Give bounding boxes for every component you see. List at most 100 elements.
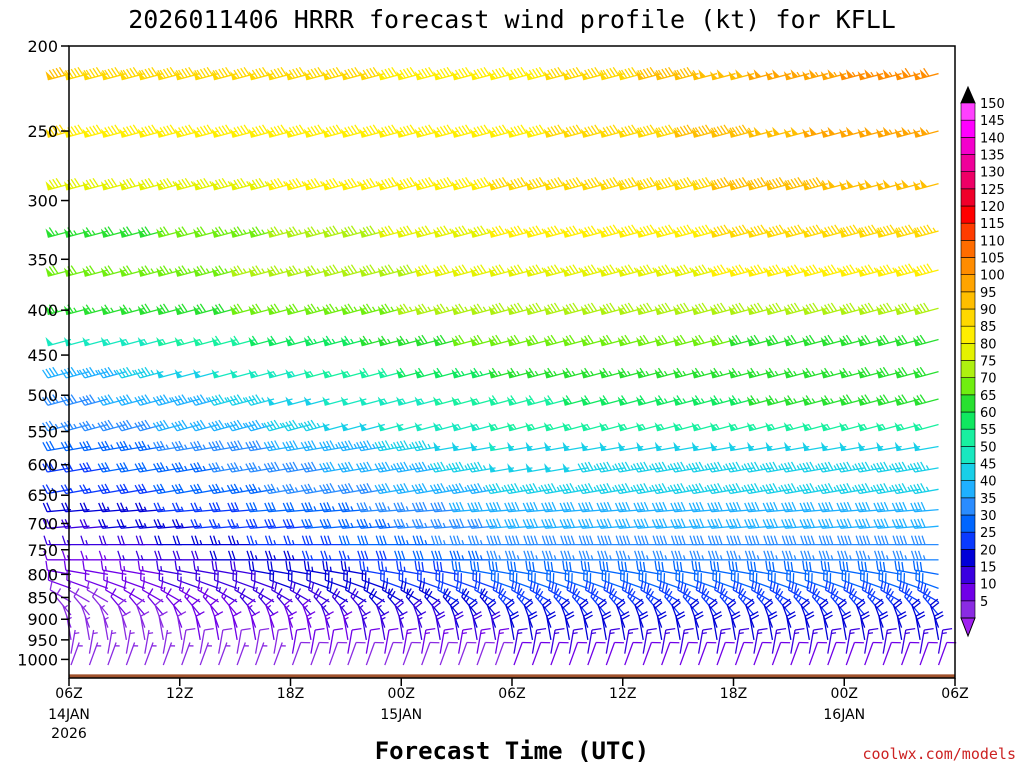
wind-barb (824, 580, 847, 603)
wind-barb (322, 124, 349, 138)
wind-barb (100, 177, 127, 191)
wind-barb (513, 627, 528, 654)
wind-barb (457, 627, 473, 654)
wind-barb (197, 580, 219, 603)
wind-barb (719, 588, 736, 616)
x-tick-label: 06Z (941, 686, 968, 702)
wind-barb (885, 588, 903, 616)
credit-text: coolwx.com/models (862, 745, 1016, 763)
wind-barb (73, 588, 90, 616)
wind-barb (614, 518, 644, 529)
colorbar-tick-label: 60 (980, 406, 997, 421)
x-year-label: 2026 (51, 726, 87, 742)
wind-barb (661, 641, 680, 666)
wind-barb (790, 641, 809, 666)
wind-barb (162, 642, 176, 666)
wind-barb (820, 179, 847, 191)
wind-barb (913, 224, 939, 238)
wind-barb (396, 335, 422, 347)
wind-barb (392, 483, 422, 495)
wind-barb (857, 69, 884, 81)
wind-barb (152, 419, 182, 432)
wind-barb (571, 588, 589, 616)
y-tick-label: 350 (27, 250, 58, 269)
wind-barb (845, 641, 864, 666)
wind-barb (900, 627, 916, 654)
x-tick-label: 00Z (831, 686, 858, 702)
wind-barb (651, 501, 681, 513)
wind-barb (405, 588, 423, 616)
wind-barb (485, 501, 515, 513)
wind-barb (178, 580, 201, 603)
wind-barb (424, 588, 441, 616)
wind-barb (913, 263, 939, 277)
wind-barb (135, 519, 164, 529)
wind-barb (248, 66, 275, 81)
wind-barb (799, 501, 828, 513)
wind-barb (402, 641, 421, 666)
colorbar-swatch (960, 377, 976, 396)
colorbar-swatch (960, 549, 976, 567)
wind-barb (165, 588, 183, 616)
colorbar-swatch (960, 171, 976, 190)
colorbar-tick-label: 55 (980, 423, 997, 438)
wind-barb (781, 501, 810, 513)
wind-barb (227, 502, 256, 513)
colorbar-swatch (960, 154, 976, 172)
colorbar-tick-label: 30 (980, 509, 997, 524)
y-tick-label: 850 (27, 588, 58, 607)
wind-barb (208, 519, 238, 529)
colorbar-tick-label: 50 (980, 440, 997, 455)
wind-barb (513, 641, 532, 666)
wind-barb (919, 627, 934, 654)
wind-barb (153, 502, 182, 513)
chart-title: 2026011406 HRRR forecast wind profile (k… (128, 5, 896, 34)
wind-barb (147, 588, 164, 616)
wind-barb (313, 588, 330, 616)
wind-barb (162, 629, 172, 654)
wind-barb (328, 627, 344, 654)
wind-barb (912, 560, 939, 575)
y-tick-label: 950 (27, 631, 58, 650)
wind-barb (488, 225, 515, 238)
wind-barb (891, 501, 921, 513)
wind-barb (248, 226, 275, 238)
y-tick-label: 300 (27, 192, 58, 211)
wind-barb (359, 303, 385, 316)
wind-barb (621, 580, 644, 603)
wind-barb (503, 483, 533, 495)
wind-barb (787, 580, 810, 603)
wind-barb (472, 611, 483, 640)
wind-barb (937, 627, 953, 654)
wind-barb (769, 580, 792, 603)
wind-barb (541, 518, 570, 529)
wind-barb (516, 588, 533, 616)
wind-barb (701, 588, 718, 616)
wind-barb (291, 627, 307, 654)
colorbar-tick-label: 45 (980, 458, 997, 473)
wind-barb (688, 501, 718, 513)
wind-barb (913, 422, 939, 432)
wind-barb (103, 616, 109, 640)
wind-barb (633, 501, 662, 513)
wind-barb (344, 580, 367, 603)
wind-barb (414, 177, 441, 191)
wind-barb (688, 518, 718, 529)
wind-barb (97, 366, 127, 379)
wind-barb (522, 501, 551, 513)
wind-barb (363, 580, 386, 603)
y-tick-label: 800 (27, 565, 58, 584)
wind-barb (98, 550, 127, 561)
wind-barb (568, 641, 588, 666)
wind-barb (817, 501, 847, 513)
wind-barb (531, 641, 551, 666)
wind-barb (915, 611, 926, 640)
wind-barb (876, 126, 902, 138)
wind-barb (176, 611, 187, 640)
wind-barb (79, 519, 108, 529)
colorbar-tick-label: 145 (980, 114, 1005, 129)
wind-barb (913, 366, 939, 379)
colorbar-tick-label: 125 (980, 183, 1005, 198)
wind-barb (98, 502, 127, 513)
wind-barb (338, 518, 367, 529)
